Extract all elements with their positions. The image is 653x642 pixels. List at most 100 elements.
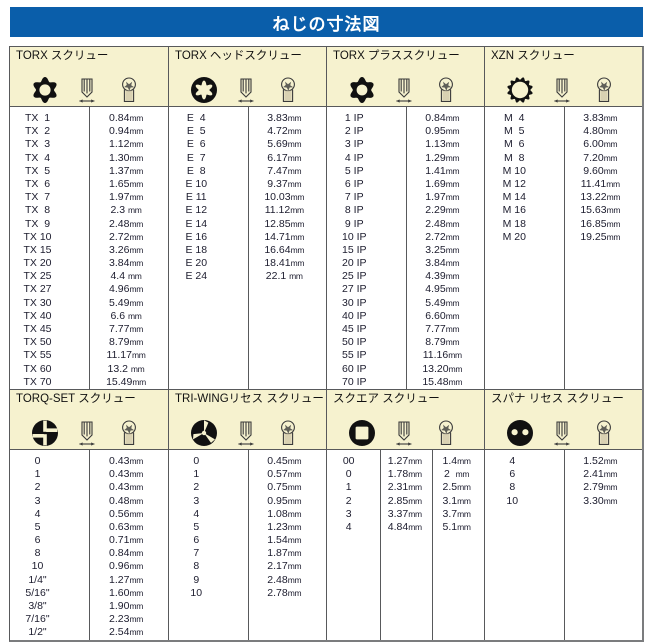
unit-label: mm [287,574,302,585]
unit-label: mm [408,469,422,480]
unit-label: mm [445,152,460,163]
dimension-cell: 15.63mm [580,204,621,217]
size-cell: 4 IP [344,151,364,164]
dimension-cell: 4.4 mm [110,270,142,283]
section-icon-row [175,406,326,448]
unit-label: mm [603,495,618,506]
size-cell: 9 [193,573,200,586]
dimension-cell: 1.08mm [267,507,302,520]
size-cell: M 6 [504,138,525,151]
unit-label: mm [287,165,302,176]
section-header-spanner: スパナ リセス スクリュー [485,389,642,450]
dimension-cell: 1.37mm [109,164,143,177]
unit-label: mm [603,469,618,480]
size-cell: TX 70 [23,375,52,388]
screw-head-icon [114,418,144,448]
size-column: 0 1 2 3 4 5 6 7 8 9 10 [169,450,248,640]
xzn-spline-icon [505,75,535,105]
size-cell: TX 2 [24,125,51,138]
section-header-torx-head: TORX ヘッドスクリュー [169,47,326,107]
size-cell: 30 IP [341,296,367,309]
unit-label: mm [129,152,143,163]
size-cell: TX 25 [23,270,52,283]
unit-label: mm [287,482,302,493]
driver-bit-icon [547,418,577,448]
dimension-cell: 4.39mm [425,270,460,283]
dimension-cell: 0.95mm [425,125,460,138]
size-cell: 0 [345,468,352,481]
size-cell: 10 [31,560,44,573]
unit-label: mm [129,258,143,269]
size-cell: 4 [509,454,516,467]
dimension-cell: 4.84mm [387,520,422,533]
section-title: スパナ リセス スクリュー [491,392,624,405]
unit-label: mm [445,271,460,282]
unit-label: mm [408,495,422,506]
dimension-cell: 0.43mm [109,454,143,467]
size-column: 1 IP 2 IP 3 IP 4 IP 5 IP 6 IP 7 IP 8 IP 9 IP 10 I… [327,107,406,389]
dimension-cell: 6.17mm [267,151,302,164]
size-cell: 27 IP [341,283,367,296]
unit-label: mm [290,205,304,216]
size-cell: TX 55 [23,349,52,362]
unit-label: mm [448,363,463,374]
torx-hole-icon [30,75,60,105]
dimension-cell: 6.00mm [583,138,618,151]
dimension-cell: 13.2 mm [107,362,145,375]
size-cell: E 16 [185,230,208,243]
dimension-cell: 0.56mm [109,507,143,520]
unit-label: mm [129,337,143,348]
dimension-cell: 0.63mm [109,520,143,533]
unit-label: mm [445,244,460,255]
size-cell: 4 [34,507,41,520]
unit-label: mm [131,350,146,361]
unit-label: mm [287,587,302,598]
size-cell: E 5 [186,125,206,138]
external-torx-icon [189,75,219,105]
dimension-cell: 13.22mm [580,191,621,204]
dimension-cell: 6.60mm [425,309,460,322]
dimension-column-2: 1.4mm 2 mm 2.5mm 3.1mm 3.7mm 5.1mm [432,449,484,640]
size-cell: 0 [34,454,41,467]
dimension-cell: 19.25mm [580,230,621,243]
dimension-cell: 0.84mm [425,112,460,124]
size-cell: 6 [509,468,516,481]
section-body-square: 00 0 1 2 3 4 1.27mm 1.78mm 2.31mm 2.85mm 3.37mm 4.8… [327,449,484,640]
unit-label: mm [457,495,471,506]
unit-label: mm [287,113,302,123]
dimension-cell: 1.60mm [109,586,143,599]
unit-label: mm [130,363,145,374]
unit-label: mm [603,482,618,493]
unit-label: mm [448,350,462,361]
dimension-cell: 1.65mm [109,177,143,190]
unit-label: mm [287,126,302,137]
size-cell: 4 [193,507,200,520]
unit-label: mm [445,337,460,348]
dimension-cell: 0.71mm [109,534,143,547]
size-cell: 2 [345,494,352,507]
size-cell: 3 IP [344,138,364,151]
section-icon-row [16,63,168,105]
dimension-column-1: 1.27mm 1.78mm 2.31mm 2.85mm 3.37mm 4.84mm [380,449,432,640]
unit-label: mm [445,205,460,216]
unit-label: mm [603,113,618,123]
section-title: TORX スクリュー [16,50,109,62]
unit-label: mm [606,178,620,189]
unit-label: mm [408,508,422,519]
unit-label: mm [129,126,143,137]
dimension-cell: 0.48mm [109,494,143,507]
section-header-tri-wing: TRI-WINGリセス スクリュー [169,389,326,450]
unit-label: mm [290,218,305,229]
size-cell: TX 7 [24,191,51,204]
unit-label: mm [287,561,302,572]
dimension-cell: 1.78mm [387,468,422,481]
dimension-cell: 22.1 mm [265,270,303,283]
unit-label: mm [457,508,471,519]
unit-label: mm [129,165,143,176]
unit-label: mm [606,192,621,203]
section-header-torx: TORX スクリュー [10,47,168,107]
unit-label: mm [445,165,460,176]
size-cell: 2 [193,481,200,494]
dimension-cell: 2.48mm [425,217,460,230]
